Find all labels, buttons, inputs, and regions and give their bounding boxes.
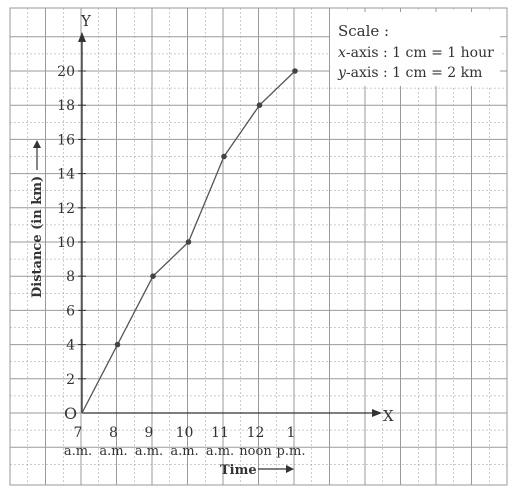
x-tick-label: 10 bbox=[176, 425, 194, 441]
scale-x-var: x bbox=[338, 45, 346, 61]
data-point bbox=[292, 68, 298, 74]
y-tick-label: 12 bbox=[57, 201, 75, 217]
y-tick-label: 10 bbox=[57, 235, 75, 251]
scale-y-axis: y-axis : 1 cm = 2 km bbox=[337, 65, 482, 81]
x-tick-label: 8 bbox=[109, 425, 118, 441]
x-tick-label: 12 bbox=[247, 425, 265, 441]
y-axis-letter: Y bbox=[80, 12, 92, 30]
y-tick-label: 16 bbox=[57, 132, 75, 148]
y-axis-title: Distance (in km) bbox=[30, 176, 45, 298]
origin-label: O bbox=[64, 404, 77, 423]
x-axis-title-group: Time bbox=[220, 463, 294, 478]
grid-border bbox=[9, 7, 508, 486]
axes bbox=[78, 32, 382, 417]
scale-box: Scale : x-axis : 1 cm = 1 hour y-axis : … bbox=[330, 12, 500, 86]
x-tick-label: 7 bbox=[74, 425, 83, 441]
x-axis-arrow bbox=[372, 409, 382, 417]
x-tick-period: noon bbox=[239, 444, 272, 459]
x-tick-period: a.m. bbox=[206, 444, 234, 459]
x-tick-period: a.m. bbox=[99, 444, 127, 459]
y-tick-label: 18 bbox=[57, 98, 75, 114]
y-tick-label: 2 bbox=[66, 372, 75, 388]
x-axis-title: Time bbox=[220, 463, 257, 478]
tick-labels: 2 4 6 8 10 12 14 16 18 20 7 a.m. 8 a.m. 9 a.m. 10 a.m. 11 a… bbox=[57, 64, 305, 459]
x-tick-period: p.m. bbox=[277, 444, 306, 459]
data-point bbox=[221, 153, 227, 160]
scale-y-var: y bbox=[337, 65, 347, 81]
x-tick-period: a.m. bbox=[135, 444, 163, 459]
y-tick-label: 6 bbox=[66, 303, 75, 319]
scale-y-rest: -axis : 1 cm = 2 km bbox=[346, 65, 482, 81]
grid bbox=[9, 7, 508, 486]
x-tick-label: 9 bbox=[145, 425, 154, 441]
scale-x-rest: -axis : 1 cm = 1 hour bbox=[346, 45, 494, 61]
data-point bbox=[114, 341, 121, 348]
y-axis-title-group: Distance (in km) bbox=[30, 140, 45, 298]
data-point bbox=[150, 273, 156, 280]
data-point bbox=[185, 239, 192, 245]
scale-x-axis: x-axis : 1 cm = 1 hour bbox=[338, 45, 494, 61]
y-tick-label: 4 bbox=[66, 338, 75, 354]
y-tick-label: 20 bbox=[57, 64, 75, 80]
y-tick-label: 8 bbox=[66, 269, 75, 285]
x-tick-label: 1 bbox=[287, 425, 296, 441]
data-point bbox=[256, 102, 263, 108]
y-tick-label: 14 bbox=[57, 167, 75, 183]
x-tick-period: a.m. bbox=[170, 444, 198, 459]
scale-title: Scale : bbox=[338, 22, 389, 40]
y-axis-arrow bbox=[78, 32, 86, 42]
x-axis-letter: X bbox=[383, 407, 394, 425]
x-tick-period: a.m. bbox=[64, 444, 92, 459]
data-series bbox=[81, 68, 298, 414]
x-tick-label: 11 bbox=[211, 425, 229, 441]
